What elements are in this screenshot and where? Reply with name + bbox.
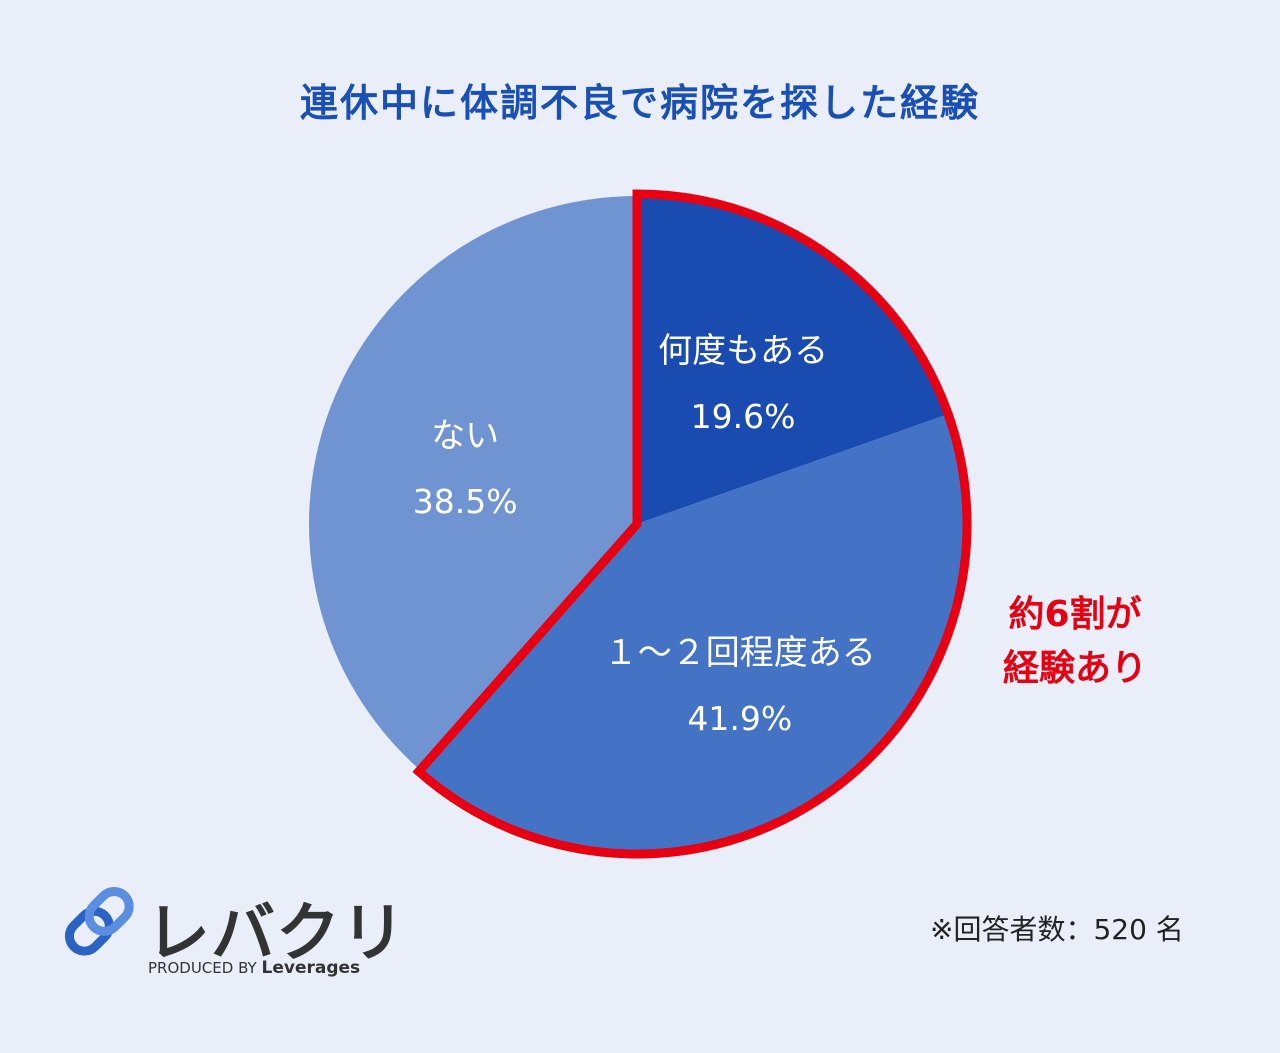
brand-logo: レバクリ PRODUCED BY Leverages — [58, 880, 405, 990]
callout-line-2: 経験あり — [1002, 648, 1147, 689]
pie-slice-3 — [308, 195, 637, 771]
chart-title: 連休中に体調不良で病院を探した経験 — [299, 81, 980, 125]
brand-tagline: PRODUCED BY Leverages — [148, 958, 360, 978]
produced-by-label: PRODUCED BY — [148, 959, 257, 977]
slice-value-1: 19.6% — [691, 397, 796, 436]
respondent-count-note: ※回答者数：520 名 — [930, 913, 1184, 946]
slice-label-1: 何度もある — [658, 331, 828, 371]
slice-value-3: 38.5% — [413, 482, 518, 521]
slice-value-2: 41.9% — [687, 699, 792, 738]
highlight-border — [412, 189, 972, 859]
callout-line-1: 約6割が — [1008, 594, 1142, 635]
company-name: Leverages — [261, 958, 361, 978]
pie-slices — [308, 195, 965, 852]
pie-slice-2 — [420, 414, 965, 852]
brand-name: レバクリ — [146, 897, 406, 971]
slice-label-2: １～２回程度ある — [604, 633, 876, 673]
slice-label-3: ない — [431, 416, 499, 456]
highlight-callout: 約6割が 経験あり — [985, 588, 1165, 696]
highlight-outline — [412, 189, 972, 859]
chain-link-icon — [64, 886, 134, 956]
pie-labels: 何度もある 19.6% １～２回程度ある 41.9% ない 38.5% — [413, 331, 876, 738]
pie-slice-1 — [637, 196, 947, 524]
